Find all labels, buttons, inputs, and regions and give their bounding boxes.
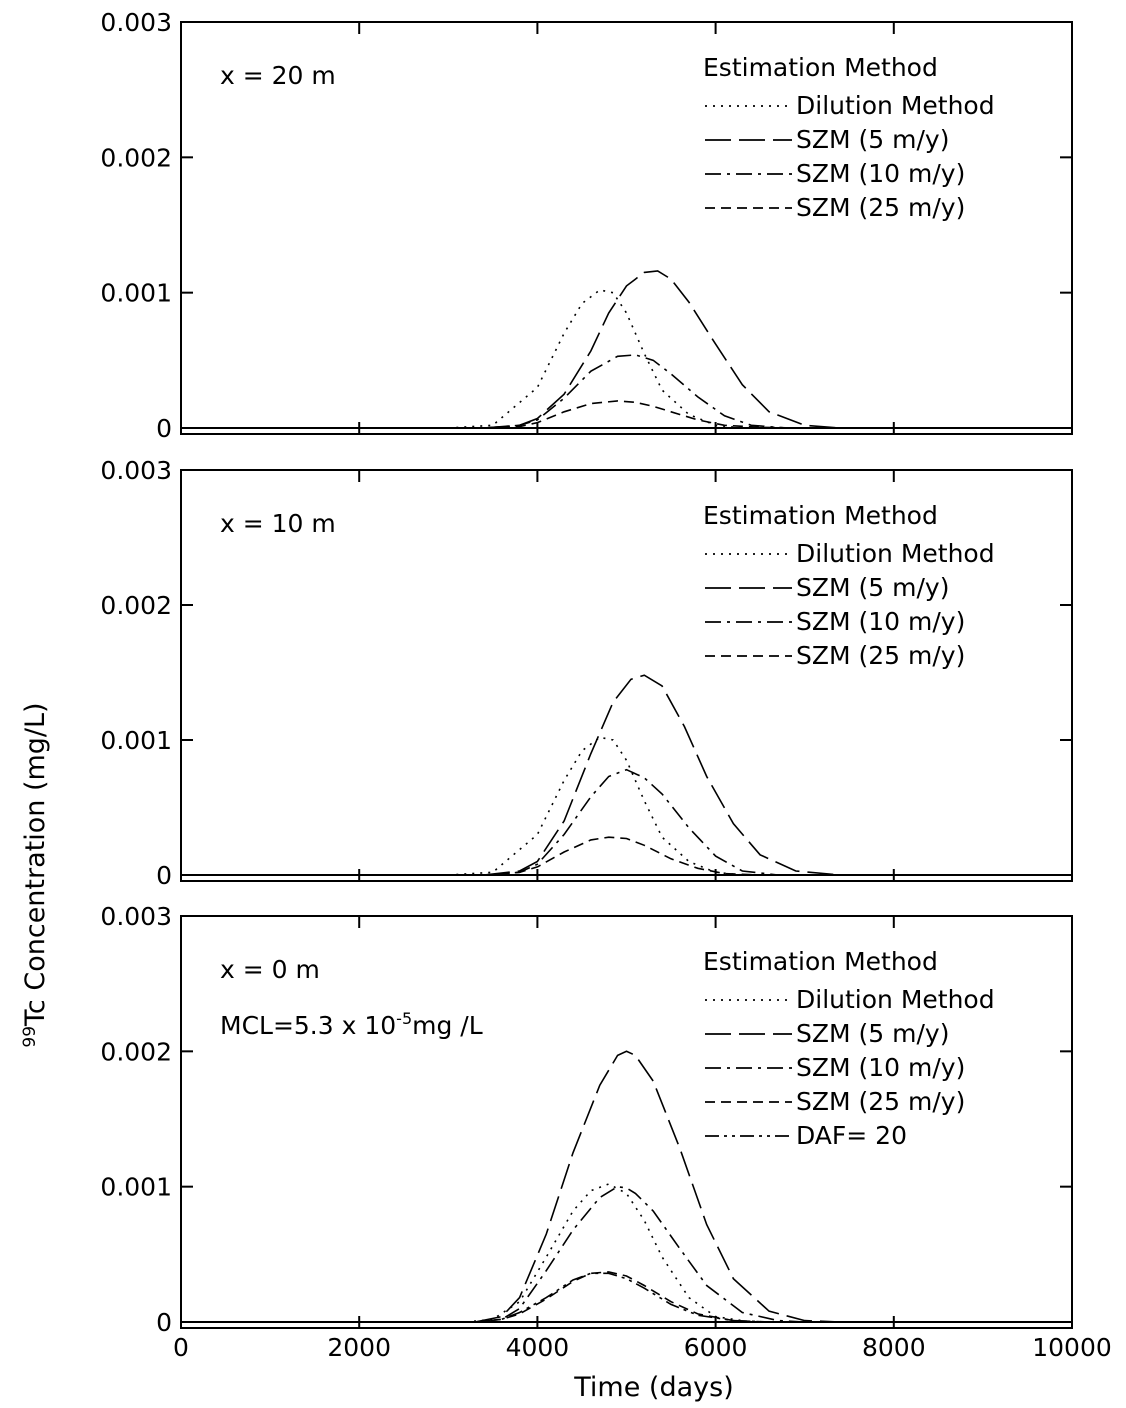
legend-entry: SZM (10 m/y): [796, 1053, 965, 1082]
x-tick-label: 6000: [684, 1333, 748, 1362]
plot-frame: [180, 21, 1073, 435]
mcl-exponent: -5: [396, 1009, 412, 1028]
legend-title: Estimation Method: [703, 53, 938, 82]
series-line: [474, 1271, 770, 1323]
series-line: [474, 1272, 770, 1323]
legend-entry: SZM (10 m/y): [796, 607, 965, 636]
y-axis-title-superscript: 99: [20, 1026, 40, 1048]
plot-frame: [180, 469, 1073, 882]
legend-entry: SZM (5 m/y): [796, 573, 949, 602]
legend-entry: SZM (5 m/y): [796, 125, 949, 154]
y-tick-label: 0.002: [100, 1037, 172, 1066]
series-line: [483, 836, 761, 876]
x-tick-label: 8000: [862, 1333, 926, 1362]
x-axis-title: Time (days): [573, 1372, 733, 1403]
legend-entry: Dilution Method: [796, 985, 995, 1014]
y-tick-label: 0: [156, 861, 172, 890]
series-line: [483, 768, 779, 876]
mcl-suffix: mg /L: [412, 1011, 483, 1040]
y-tick-label: 0.001: [100, 1173, 172, 1202]
series-line: [483, 354, 787, 429]
legend-entry: SZM (5 m/y): [796, 1019, 949, 1048]
series-line: [448, 736, 743, 876]
x-tick-label: 2000: [327, 1333, 391, 1362]
chart-panel: 0 0.001 0.002 0.003 x = 0 m MCL=5.3 x 10-5mg …: [100, 902, 1111, 1362]
y-tick-label: 0: [156, 414, 172, 443]
y-tick-label: 0.002: [100, 591, 172, 620]
mcl-prefix: MCL=5.3 x 10: [220, 1011, 396, 1040]
series-line: [474, 1050, 841, 1323]
mcl-label: MCL=5.3 x 10-5mg /L: [220, 1009, 483, 1040]
y-tick-label: 0.003: [100, 902, 172, 931]
series-line: [448, 289, 743, 429]
chart-panel: 0 0.001 0.002 0.003 x = 10 m Estimation Metho…: [100, 456, 1073, 890]
y-tick-label: 0.001: [100, 279, 172, 308]
panel-label: x = 20 m: [220, 61, 336, 90]
chart-panel: 0 0.001 0.002 0.003 x = 20 m Estimation Metho…: [100, 8, 1073, 443]
legend-entry: Dilution Method: [796, 539, 995, 568]
series-line: [483, 400, 796, 429]
y-tick-label: 0.001: [100, 726, 172, 755]
legend-title: Estimation Method: [703, 947, 938, 976]
legend-entry: SZM (25 m/y): [796, 641, 965, 670]
plot-frame: [180, 915, 1073, 1329]
y-tick-label: 0: [156, 1308, 172, 1337]
series-line: [466, 1183, 752, 1323]
legend-entry: SZM (10 m/y): [796, 159, 965, 188]
x-tick-label: 10000: [1032, 1333, 1112, 1362]
y-tick-label: 0.003: [100, 456, 172, 485]
legend-entry: DAF= 20: [796, 1121, 907, 1150]
panels: 0 0.001 0.002 0.003 x = 20 m Estimation Metho…: [100, 8, 1111, 1362]
panel-label: x = 0 m: [220, 955, 320, 984]
panel-label: x = 10 m: [220, 509, 336, 538]
y-tick-label: 0.003: [100, 8, 172, 37]
legend-entry: SZM (25 m/y): [796, 1087, 965, 1116]
y-axis-title: 99Tc Concentration (mg/L): [20, 702, 51, 1047]
legend-title: Estimation Method: [703, 501, 938, 530]
series-line: [483, 270, 841, 429]
y-axis-title-main: Tc Concentration (mg/L): [20, 702, 51, 1027]
legend-entry: Dilution Method: [796, 91, 995, 120]
y-tick-label: 0.002: [100, 143, 172, 172]
series-line: [474, 1185, 805, 1323]
x-tick-label: 0: [173, 1333, 189, 1362]
legend-entry: SZM (25 m/y): [796, 193, 965, 222]
series-line: [483, 674, 841, 876]
x-tick-label: 4000: [506, 1333, 570, 1362]
